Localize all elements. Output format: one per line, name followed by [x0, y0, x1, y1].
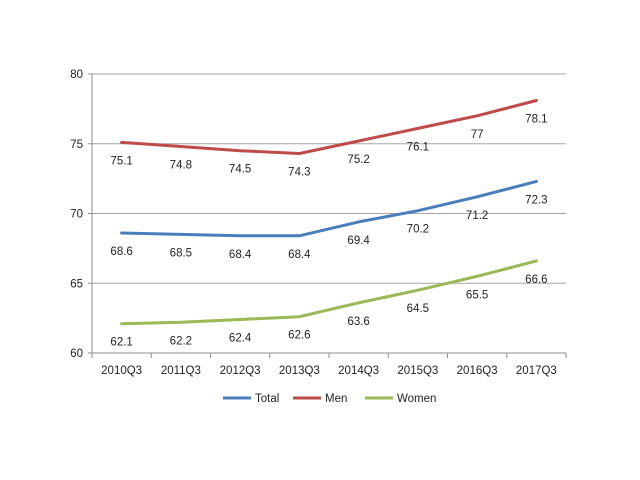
legend-label: Women [397, 393, 436, 405]
x-tick-label: 2011Q3 [161, 365, 201, 377]
data-label: 75.1 [110, 155, 132, 167]
x-tick-label: 2015Q3 [397, 365, 438, 377]
y-tick-label: 70 [70, 209, 83, 221]
x-tick-label: 2016Q3 [457, 365, 498, 377]
y-tick-label: 65 [70, 278, 83, 290]
legend-item-total: Total [223, 393, 279, 405]
y-tick-label: 80 [70, 69, 83, 81]
x-axis: 2010Q3 2011Q3 2012Q3 2013Q3 2014Q3 2015Q3 2016… [91, 353, 567, 377]
series-men: 75.1 74.8 74.5 74.3 75.2 76.1 77 78.1 [110, 99, 548, 179]
data-label: 71.2 [466, 210, 488, 222]
data-label: 69.4 [347, 235, 370, 247]
data-label: 74.3 [288, 167, 310, 179]
data-label: 68.6 [110, 246, 132, 258]
y-tick-label: 60 [70, 348, 83, 360]
data-label: 62.6 [288, 330, 310, 342]
data-label: 70.2 [407, 224, 429, 236]
data-label: 76.1 [407, 141, 429, 153]
data-label: 78.1 [525, 114, 547, 126]
x-tick-label: 2013Q3 [279, 365, 320, 377]
data-label: 62.2 [170, 335, 192, 347]
data-label: 74.8 [170, 160, 192, 172]
y-axis: 60 65 70 75 80 [70, 69, 92, 360]
data-label: 75.2 [347, 154, 369, 166]
series-line-women [120, 259, 538, 326]
series-line-men [120, 99, 538, 155]
data-label: 65.5 [466, 289, 488, 301]
data-label: 72.3 [525, 194, 547, 206]
legend-item-women: Women [365, 393, 436, 405]
x-tick-label: 2012Q3 [220, 365, 261, 377]
x-tick-label: 2010Q3 [101, 365, 142, 377]
data-label: 68.5 [170, 247, 192, 259]
legend-label: Total [255, 393, 279, 405]
data-label: 63.6 [347, 316, 369, 328]
data-label: 64.5 [407, 303, 429, 315]
series-total: 68.6 68.5 68.4 68.4 69.4 70.2 71.2 72.3 [110, 179, 548, 261]
series-women: 62.1 62.2 62.4 62.6 63.6 64.5 65.5 66.6 [110, 259, 548, 349]
series-line-total [120, 179, 538, 238]
data-label: 62.4 [229, 333, 252, 345]
gridlines [92, 73, 566, 284]
legend-item-men: Men [293, 393, 347, 405]
data-label: 68.4 [229, 249, 252, 261]
data-label: 62.1 [110, 337, 132, 349]
legend-label: Men [325, 393, 347, 405]
legend: Total Men Women [223, 393, 436, 405]
data-label: 66.6 [525, 274, 547, 286]
data-label: 68.4 [288, 249, 311, 261]
data-label: 77 [471, 129, 484, 141]
x-tick-label: 2017Q3 [516, 365, 557, 377]
data-label: 74.5 [229, 164, 251, 176]
y-tick-label: 75 [70, 139, 83, 151]
x-tick-label: 2014Q3 [338, 365, 379, 377]
